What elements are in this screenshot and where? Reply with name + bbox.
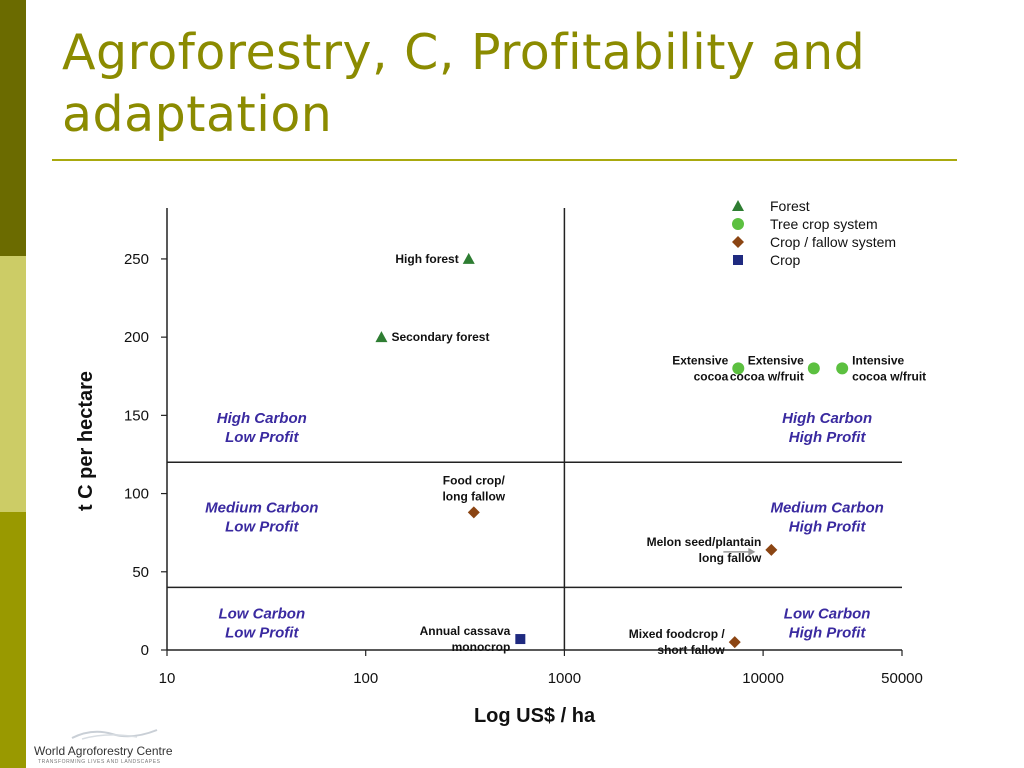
quadrant-label: High Carbon bbox=[217, 410, 307, 427]
pointer-arrow-head bbox=[748, 547, 756, 556]
data-point-label: Annual cassava bbox=[420, 624, 511, 638]
y-tick-label: 0 bbox=[141, 642, 149, 659]
data-point-label: long fallow bbox=[699, 551, 762, 565]
quadrant-label: High Carbon bbox=[782, 410, 872, 427]
data-point-diamond bbox=[728, 636, 741, 649]
quadrant-label: High Profit bbox=[789, 625, 867, 642]
legend-label: Forest bbox=[770, 198, 810, 214]
data-point-label: monocrop bbox=[452, 640, 511, 654]
y-tick-label: 250 bbox=[124, 251, 149, 268]
x-tick-label: 10000 bbox=[742, 670, 784, 687]
data-point-label: long fallow bbox=[442, 489, 505, 503]
x-tick-label: 100 bbox=[353, 670, 378, 687]
quadrant-label: Medium Carbon bbox=[205, 499, 318, 516]
side-bar-middle bbox=[0, 256, 26, 512]
quadrant-label: Medium Carbon bbox=[770, 499, 883, 516]
legend-marker-triangle bbox=[732, 200, 744, 211]
quadrant-label: Low Profit bbox=[225, 429, 299, 446]
data-point-circle bbox=[732, 362, 745, 375]
x-tick-label: 10 bbox=[159, 670, 176, 687]
data-point-label: cocoa w/fruit bbox=[852, 369, 926, 383]
data-point-triangle bbox=[375, 331, 388, 343]
legend-marker-diamond bbox=[732, 236, 744, 248]
x-axis-label: Log US$ / ha bbox=[474, 705, 596, 727]
y-tick-label: 150 bbox=[124, 407, 149, 424]
y-tick-label: 100 bbox=[124, 486, 149, 503]
data-point-label: Melon seed/plantain bbox=[647, 535, 762, 549]
side-bar-top bbox=[0, 0, 26, 256]
y-tick-label: 50 bbox=[132, 564, 149, 581]
data-point-circle bbox=[807, 362, 820, 375]
data-point-label: Extensive bbox=[748, 353, 804, 367]
legend-marker-square bbox=[733, 255, 743, 265]
data-point-circle bbox=[836, 362, 849, 375]
legend-label: Tree crop system bbox=[770, 216, 878, 232]
data-point-label: Food crop/ bbox=[443, 473, 506, 487]
data-point-label: High forest bbox=[395, 252, 458, 266]
y-axis-label: t C per hectare bbox=[75, 371, 97, 511]
world-agroforestry-logo: World Agroforestry Centre TRANSFORMING L… bbox=[32, 726, 202, 766]
data-point-label: Secondary forest bbox=[391, 330, 489, 344]
scatter-chart: 0 50 100 150 200 250 10 100 1000 10000 50000 Log US… bbox=[75, 198, 926, 727]
logo-tagline: TRANSFORMING LIVES AND LANDSCAPES bbox=[38, 759, 161, 765]
quadrant-label: Low Carbon bbox=[784, 606, 871, 623]
quadrant-label: Low Carbon bbox=[218, 606, 305, 623]
data-point-label: Intensive bbox=[852, 353, 904, 367]
x-tick-label: 1000 bbox=[548, 670, 581, 687]
quadrant-label: Low Profit bbox=[225, 518, 299, 535]
data-point-diamond bbox=[467, 506, 480, 519]
data-point-label: Extensive bbox=[672, 353, 728, 367]
quadrant-label: Low Profit bbox=[225, 625, 299, 642]
title-divider bbox=[52, 159, 957, 161]
y-tick-label: 200 bbox=[124, 329, 149, 346]
legend-label: Crop / fallow system bbox=[770, 234, 896, 250]
data-point-label: cocoa w/fruit bbox=[730, 369, 804, 383]
data-point-label: Mixed foodcrop / bbox=[629, 627, 726, 641]
legend-label: Crop bbox=[770, 252, 801, 268]
quadrant-label: High Profit bbox=[789, 518, 867, 535]
side-bar-bottom bbox=[0, 512, 26, 768]
quadrant-label: High Profit bbox=[789, 429, 867, 446]
logo-mark-icon bbox=[71, 729, 158, 740]
data-point-label: short fallow bbox=[657, 643, 725, 657]
data-point-square bbox=[515, 634, 526, 645]
logo-name: World Agroforestry Centre bbox=[34, 744, 173, 758]
x-tick-label: 50000 bbox=[881, 670, 923, 687]
data-point-triangle bbox=[462, 252, 475, 264]
legend-marker-circle bbox=[732, 218, 744, 230]
data-point-label: cocoa bbox=[694, 369, 729, 383]
data-point-diamond bbox=[765, 543, 778, 556]
slide-title: Agroforestry, C, Profitability and adapt… bbox=[62, 24, 866, 143]
